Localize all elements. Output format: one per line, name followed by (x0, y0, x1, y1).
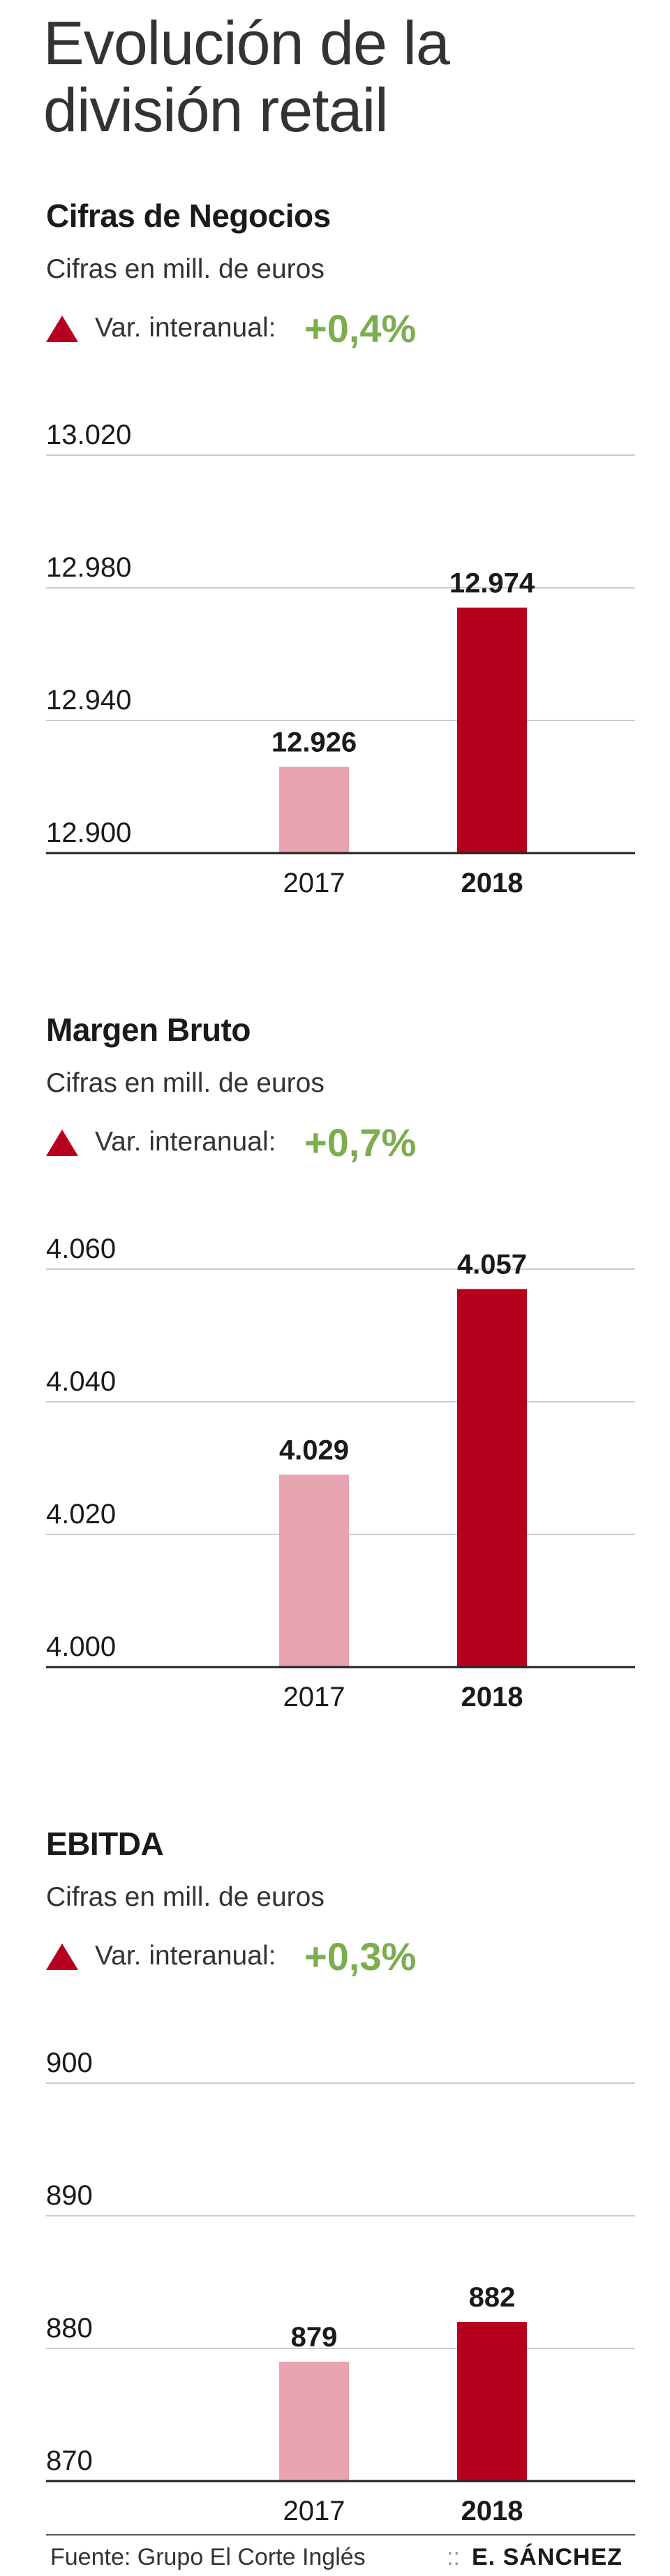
variation-row: Var. interanual: +0,4% (46, 306, 535, 350)
section-title: EBITDA (46, 1826, 164, 1862)
footer-source: Fuente: Grupo El Corte Inglés (50, 2544, 366, 2570)
y-tick-label: 870 (46, 2445, 93, 2476)
x-tick-label: 2018 (461, 1682, 523, 1712)
section-title: Margen Bruto (46, 1012, 251, 1048)
bar-2018 (457, 607, 527, 853)
variation-row: Var. interanual: +0,7% (46, 1120, 535, 1164)
y-tick-label: 4.000 (46, 1631, 116, 1662)
chart-section-ebitda: EBITDA Cifras en mill. de euros Var. int… (0, 1825, 670, 2530)
section-subtitle: Cifras en mill. de euros (46, 1068, 325, 1098)
y-tick-label: 880 (46, 2313, 93, 2344)
data-label: 4.057 (457, 1250, 527, 1280)
chart-section-margen-bruto: Margen Bruto Cifras en mill. de euros Va… (0, 1011, 670, 1716)
variation-row: Var. interanual: +0,3% (46, 1934, 535, 1978)
variation-value: +0,4% (304, 306, 417, 350)
footer-author: E. SÁNCHEZ (472, 2544, 623, 2570)
variation-label: Var. interanual: (95, 1127, 276, 1157)
up-triangle-icon (46, 1944, 78, 1970)
data-label: 879 (291, 2322, 338, 2353)
footer-divider (46, 2534, 635, 2536)
y-tick-label: 12.900 (46, 817, 131, 848)
variation-value: +0,7% (304, 1120, 417, 1164)
y-tick-label: 4.020 (46, 1499, 116, 1530)
data-label: 12.926 (271, 727, 357, 758)
bar-chart: 12.900 12.940 12.980 13.020 12.926 2017 12.974… (46, 420, 635, 898)
footer: Fuente: Grupo El Corte Inglés :: E. SÁNC… (0, 2534, 670, 2576)
variation-value: +0,3% (304, 1934, 417, 1978)
variation-label: Var. interanual: (95, 313, 276, 343)
up-triangle-icon (46, 1130, 78, 1156)
footer-separator: :: (447, 2544, 460, 2570)
bar-2017 (279, 1474, 349, 1667)
bar-2018 (457, 2322, 527, 2481)
data-label: 882 (469, 2282, 516, 2313)
x-tick-label: 2017 (283, 1682, 345, 1712)
bar-2017 (279, 767, 349, 853)
x-tick-label: 2017 (283, 868, 345, 898)
bar-2017 (279, 2362, 349, 2481)
y-tick-label: 12.980 (46, 552, 131, 583)
page-title: Evolución de la división retail (43, 8, 450, 145)
section-subtitle: Cifras en mill. de euros (46, 254, 325, 284)
data-label: 12.974 (449, 568, 535, 599)
up-triangle-icon (46, 316, 78, 342)
y-tick-label: 4.060 (46, 1234, 116, 1264)
y-tick-label: 12.940 (46, 685, 131, 716)
bar-chart: 4.000 4.020 4.040 4.060 4.029 2017 4.057 2018 (46, 1234, 635, 1712)
section-title: Cifras de Negocios (46, 198, 331, 234)
section-subtitle: Cifras en mill. de euros (46, 1882, 325, 1912)
x-tick-label: 2018 (461, 2496, 523, 2526)
chart-section-cifras-negocios: Cifras de Negocios Cifras en mill. de eu… (0, 197, 670, 902)
x-tick-label: 2017 (283, 2496, 345, 2526)
x-tick-label: 2018 (461, 868, 523, 898)
y-tick-label: 890 (46, 2180, 93, 2211)
y-tick-label: 900 (46, 2048, 93, 2078)
y-tick-label: 13.020 (46, 420, 131, 450)
y-tick-label: 4.040 (46, 1366, 116, 1397)
bar-2018 (457, 1289, 527, 1667)
bar-chart: 870 880 890 900 879 2017 882 2018 (46, 2048, 635, 2526)
data-label: 4.029 (279, 1435, 349, 1466)
variation-label: Var. interanual: (95, 1941, 276, 1971)
